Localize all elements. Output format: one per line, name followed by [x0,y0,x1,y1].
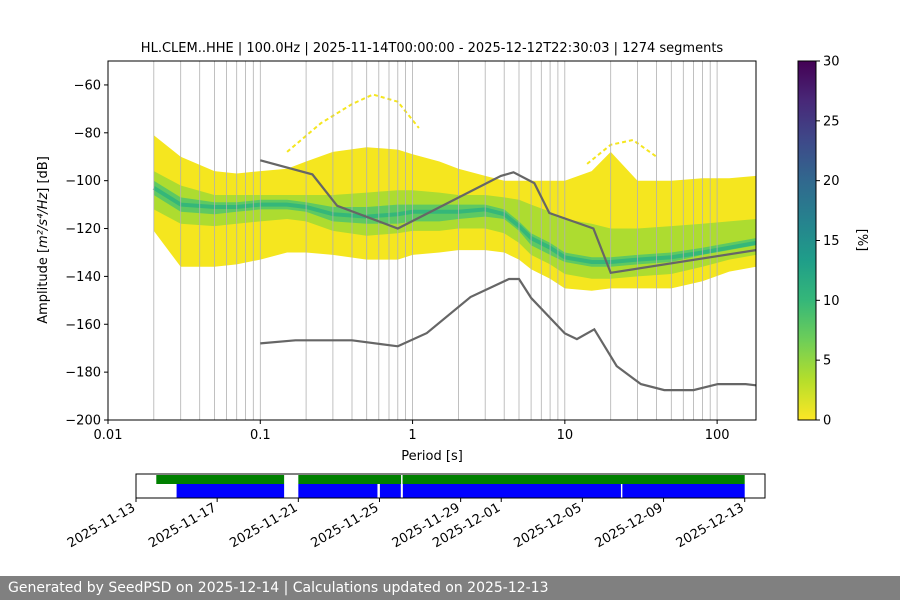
date-tick-label: 2025-11-21 [227,500,300,551]
date-tick-label: 2025-12-05 [511,500,584,551]
availability-blue-segment [176,484,285,498]
colorbar-label: [%] [854,229,869,252]
footer-text: Generated by SeedPSD on 2025-12-14 | Cal… [8,580,549,596]
x-tick-label: 0.1 [250,428,271,443]
high-noise-model-line [260,159,756,275]
x-axis: 0.01 0.1 1 10 100 [94,420,730,443]
x-tick-label: 0.01 [94,428,123,443]
date-tick-label: 2025-12-09 [593,500,666,551]
availability-green-segment [156,475,285,484]
date-tick-label: 2025-11-13 [65,500,138,551]
colorbar-ticks: 0 5 10 15 20 25 30 [816,55,840,429]
availability-bars [156,474,745,498]
y-axis-label: Amplitude [m²/s⁴/Hz] [dB] [36,156,51,324]
y-tick-label: −100 [65,174,101,189]
colorbar-tick-label: 20 [823,174,840,189]
availability-frame [135,473,766,499]
availability-blue-segment [298,484,378,498]
date-tick-label: 2025-11-17 [146,500,219,551]
date-tick-label: 2025-11-25 [309,500,382,551]
availability-blue-segment [379,484,401,498]
availability-blue-segment [402,484,621,498]
colorbar-tick-label: 5 [823,354,831,369]
y-tick-label: −160 [65,318,101,333]
date-tick-label: 2025-12-13 [674,500,747,551]
availability-date-ticks: 2025-11-13 2025-11-17 2025-11-21 2025-11-25… [65,498,747,551]
density-band-core [153,180,756,267]
plot-frame [107,60,757,421]
y-tick-label: −200 [65,414,101,429]
psd-plot-area: −60 −80 −100 −120 −140 −160 −180 −200 0.01 0.1 1 1… [65,60,757,443]
density-band-middle [153,171,756,279]
x-tick-label: 100 [705,428,730,443]
y-tick-label: −80 [74,126,101,141]
density-spike-0 [286,93,420,153]
colorbar-tick-label: 0 [823,414,831,429]
chart-title: HL.CLEM..HHE | 100.0Hz | 2025-11-14T00:0… [141,41,724,56]
psd-density-layer [152,93,756,291]
density-mode-line [152,186,756,264]
x-axis-label: Period [s] [401,449,463,464]
noise-model-layer [260,159,756,392]
data-availability-chart: 2025-11-13 2025-11-17 2025-11-21 2025-11-25… [65,473,766,551]
colorbar-tick-label: 30 [823,55,840,70]
colorbar-gradient [797,60,817,421]
x-tick-label: 10 [557,428,574,443]
colorbar-tick-label: 15 [823,234,840,249]
y-tick-label: −120 [65,222,101,237]
colorbar: 0 5 10 15 20 25 30 [%] [797,55,869,429]
colorbar-tick-label: 10 [823,294,840,309]
density-spike-1 [586,138,658,165]
vertical-grid [108,61,718,420]
colorbar-tick-label: 25 [823,114,840,129]
footer-bar: Generated by SeedPSD on 2025-12-14 | Cal… [0,576,900,600]
y-tick-label: −140 [65,270,101,285]
low-noise-model-line [260,277,756,392]
availability-green-segment [298,475,745,484]
y-tick-label: −180 [65,366,101,381]
x-tick-label: 1 [408,428,416,443]
y-axis: −60 −80 −100 −120 −140 −160 −180 −200 [65,78,108,429]
y-tick-label: −60 [74,78,101,93]
availability-blue-segment [622,484,745,498]
